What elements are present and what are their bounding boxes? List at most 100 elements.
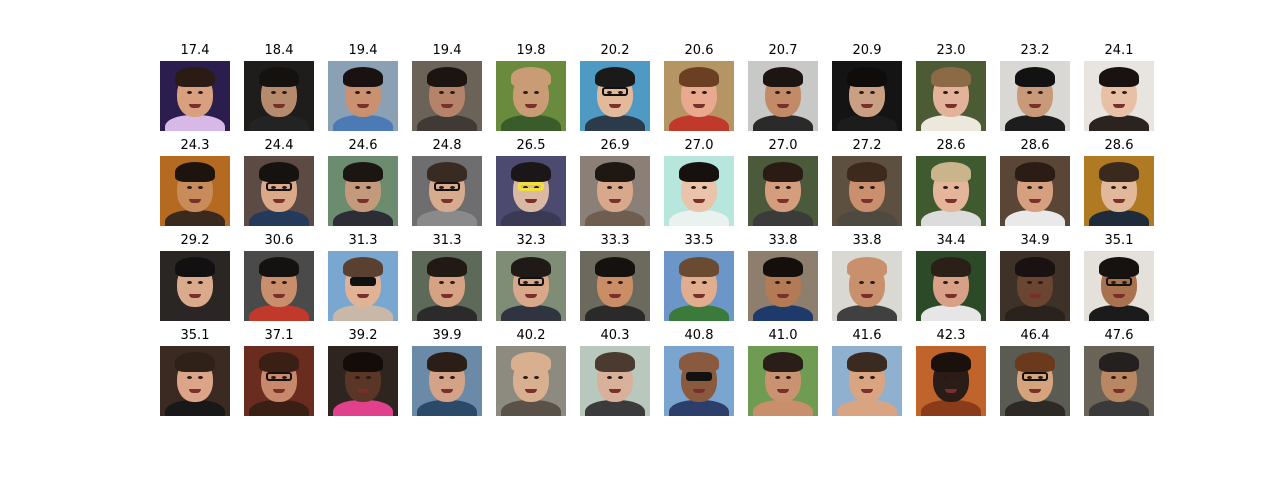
face-photo — [1084, 251, 1154, 321]
right-eye — [366, 376, 371, 379]
right-eye — [618, 91, 623, 94]
shoulders — [753, 400, 813, 416]
right-eye — [450, 91, 455, 94]
shoulders — [501, 400, 561, 416]
face-photo — [412, 156, 482, 226]
age-label: 35.1 — [180, 328, 210, 343]
shoulders — [1089, 400, 1149, 416]
face-tile: 40.8 — [664, 327, 734, 422]
face-tile: 19.4 — [412, 42, 482, 137]
hair — [847, 257, 887, 277]
face-tile: 46.4 — [1000, 327, 1070, 422]
mouth — [441, 104, 453, 108]
hair — [1099, 257, 1139, 277]
age-label: 34.4 — [936, 233, 966, 248]
right-eye — [954, 91, 959, 94]
shoulders — [837, 115, 897, 131]
face-photo — [412, 61, 482, 131]
right-eye — [870, 281, 875, 284]
left-eye — [271, 376, 276, 379]
age-label: 31.3 — [432, 233, 462, 248]
left-eye — [859, 281, 864, 284]
shoulders — [417, 210, 477, 226]
age-label: 19.4 — [348, 43, 378, 58]
age-label: 33.8 — [768, 233, 798, 248]
face-photo — [244, 61, 314, 131]
mouth — [945, 389, 957, 393]
face-photo — [328, 61, 398, 131]
age-label: 20.2 — [600, 43, 630, 58]
age-label: 26.5 — [516, 138, 546, 153]
hair — [931, 352, 971, 372]
age-label: 17.4 — [180, 43, 210, 58]
face-tile: 20.2 — [580, 42, 650, 137]
face-photo — [160, 346, 230, 416]
right-eye — [1038, 376, 1043, 379]
age-label: 28.6 — [1020, 138, 1050, 153]
face-photo — [1000, 156, 1070, 226]
face-photo — [580, 251, 650, 321]
mouth — [777, 199, 789, 203]
hair — [679, 352, 719, 372]
age-label: 37.1 — [264, 328, 294, 343]
right-eye — [954, 376, 959, 379]
face-tile: 33.5 — [664, 232, 734, 327]
shoulders — [165, 210, 225, 226]
face-photo — [916, 61, 986, 131]
left-eye — [775, 281, 780, 284]
age-label: 40.8 — [684, 328, 714, 343]
age-label: 42.3 — [936, 328, 966, 343]
face-photo — [1000, 251, 1070, 321]
left-eye — [859, 91, 864, 94]
mouth — [1029, 389, 1041, 393]
shoulders — [1089, 305, 1149, 321]
right-eye — [198, 91, 203, 94]
age-label: 39.9 — [432, 328, 462, 343]
right-eye — [702, 186, 707, 189]
face-photo — [1000, 61, 1070, 131]
mouth — [441, 199, 453, 203]
right-eye — [1122, 91, 1127, 94]
face-tile: 23.2 — [1000, 42, 1070, 137]
age-label: 24.8 — [432, 138, 462, 153]
face-photo — [580, 61, 650, 131]
shoulders — [1005, 305, 1065, 321]
shoulders — [249, 115, 309, 131]
hair — [763, 67, 803, 87]
shoulders — [669, 400, 729, 416]
age-label: 30.6 — [264, 233, 294, 248]
mouth — [1113, 199, 1125, 203]
mouth — [273, 294, 285, 298]
face-photo — [664, 346, 734, 416]
hair — [931, 67, 971, 87]
age-label: 41.6 — [852, 328, 882, 343]
mouth — [609, 199, 621, 203]
left-eye — [1027, 281, 1032, 284]
face-photo — [244, 251, 314, 321]
shoulders — [333, 115, 393, 131]
hair — [595, 257, 635, 277]
right-eye — [1038, 91, 1043, 94]
mouth — [189, 104, 201, 108]
face-photo — [1084, 156, 1154, 226]
right-eye — [1122, 376, 1127, 379]
shoulders — [501, 210, 561, 226]
mouth — [609, 104, 621, 108]
face-photo — [832, 61, 902, 131]
age-label: 24.4 — [264, 138, 294, 153]
shoulders — [249, 210, 309, 226]
face-photo — [580, 156, 650, 226]
hair — [175, 352, 215, 372]
left-eye — [1027, 91, 1032, 94]
left-eye — [775, 186, 780, 189]
hair — [679, 257, 719, 277]
face-tile: 28.6 — [1084, 137, 1154, 232]
right-eye — [618, 281, 623, 284]
face-tile: 35.1 — [160, 327, 230, 422]
mouth — [525, 294, 537, 298]
shoulders — [417, 115, 477, 131]
shoulders — [921, 305, 981, 321]
left-eye — [943, 91, 948, 94]
mouth — [693, 294, 705, 298]
glasses — [1106, 277, 1132, 286]
